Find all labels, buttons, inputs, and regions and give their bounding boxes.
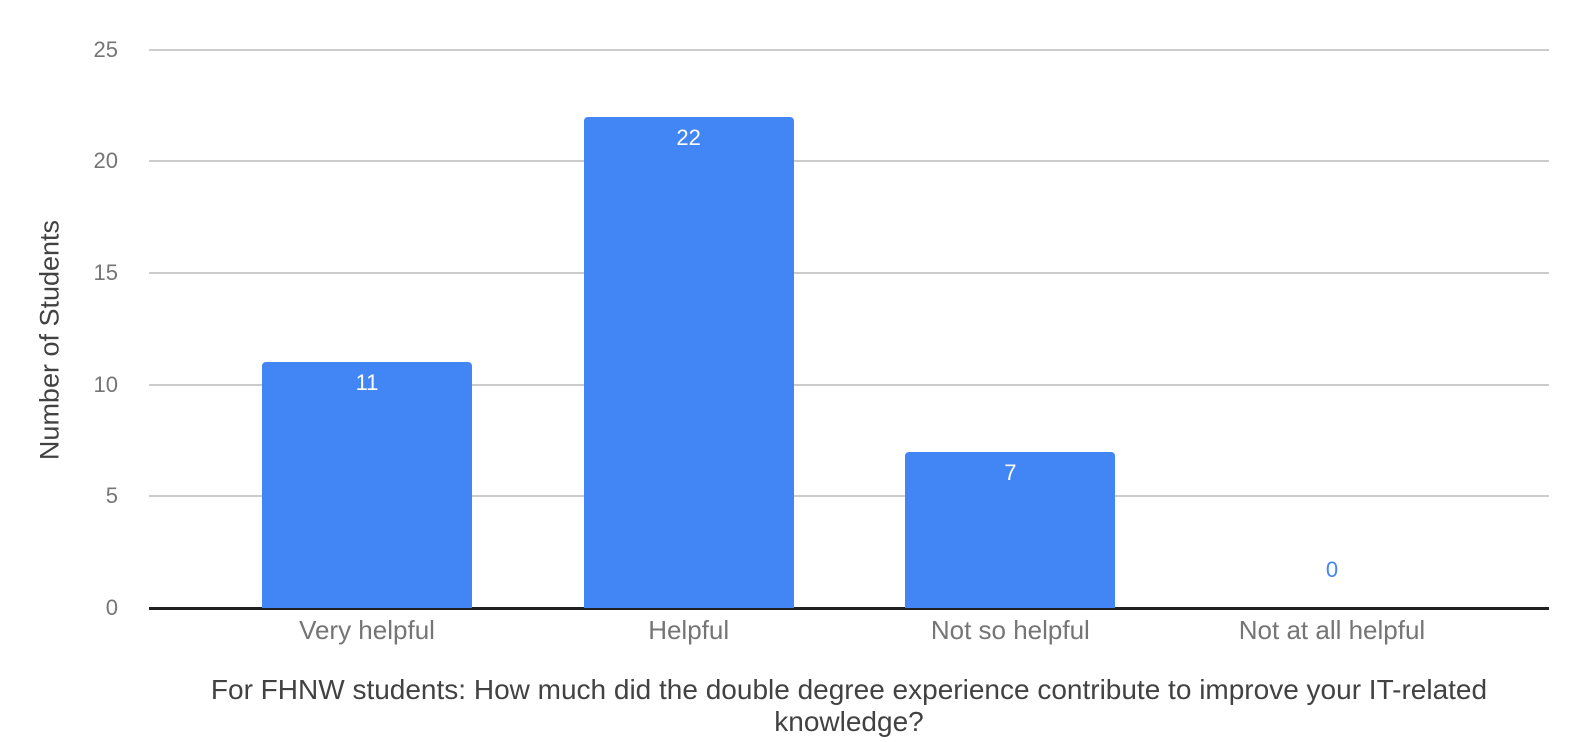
x-axis-title: For FHNW students: How much did the doub… — [210, 674, 1488, 737]
bar-value-label: 11 — [355, 370, 379, 396]
x-category-label: Helpful — [648, 615, 730, 645]
gridline — [149, 383, 1549, 386]
y-tick-label: 20 — [93, 148, 118, 174]
y-tick-label: 10 — [93, 371, 118, 397]
gridline — [149, 495, 1549, 498]
y-tick-label: 25 — [93, 36, 118, 62]
bar — [583, 116, 794, 608]
bar-value-label: 0 — [1325, 557, 1339, 582]
gridline — [149, 160, 1549, 163]
y-tick-label: 15 — [93, 260, 118, 286]
y-tick-label: 0 — [105, 595, 118, 620]
y-axis-title: Number of Students — [34, 219, 65, 461]
bar — [262, 362, 472, 608]
gridline — [149, 48, 1549, 51]
x-category-label: Not at all helpful — [1238, 615, 1426, 645]
x-category-label: Very helpful — [299, 615, 435, 645]
gridline — [149, 272, 1549, 275]
bar — [905, 451, 1116, 608]
x-category-label: Not so helpful — [930, 615, 1090, 645]
x-axis-baseline — [149, 606, 1549, 610]
y-tick-label: 5 — [105, 483, 118, 509]
bar-value-label: 22 — [676, 124, 701, 150]
bar-value-label: 7 — [1004, 459, 1017, 485]
